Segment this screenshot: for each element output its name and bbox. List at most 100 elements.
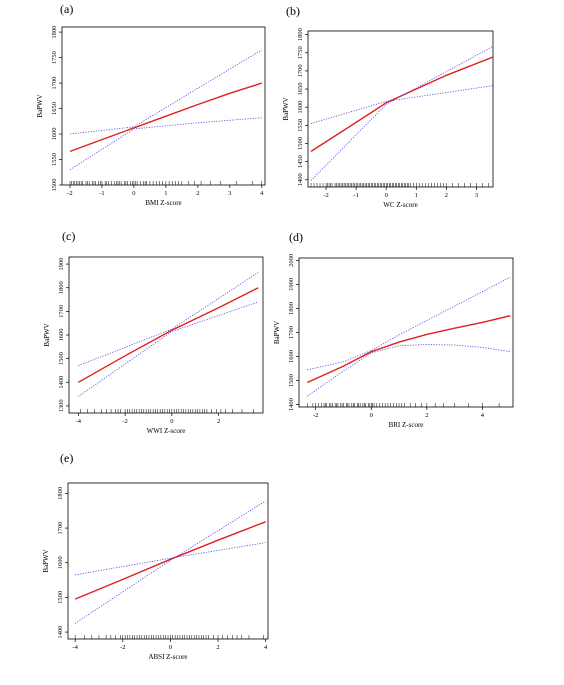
panel-label: (d)	[289, 230, 303, 244]
ci-upper-line	[78, 272, 259, 367]
y-tick-label: 1700	[58, 305, 65, 318]
y-tick-label: 1500	[57, 591, 64, 604]
ci-upper-line	[69, 49, 263, 135]
fit-line	[77, 287, 259, 383]
panel-label: (e)	[60, 451, 73, 465]
fit-line	[307, 315, 511, 384]
x-tick-label: -4	[76, 418, 82, 425]
x-tick-label: -4	[72, 644, 78, 651]
y-tick-label: 1550	[297, 119, 304, 132]
x-axis-title: BRI Z-score	[389, 421, 424, 429]
y-tick-label: 1600	[57, 556, 64, 569]
y-tick-label: 1800	[288, 302, 295, 315]
x-tick-label: -1	[99, 190, 104, 197]
ci-lower-line	[74, 500, 266, 624]
x-tick-label: 0	[385, 192, 388, 199]
x-tick-label: 0	[170, 418, 173, 425]
y-axis-title: BaPWV	[43, 323, 51, 346]
x-tick-label: -1	[353, 192, 358, 199]
x-tick-label: 3	[228, 190, 231, 197]
panel-2: (b) -2 -1 0 1 2 3 1400 1450 1500 1550 1600 1650 1700 1…	[282, 4, 494, 209]
x-tick-label: 1	[164, 190, 167, 197]
plot-frame	[298, 257, 514, 408]
y-tick-label: 1500	[51, 179, 58, 192]
y-tick-label: 1700	[57, 522, 64, 535]
y-tick-label: 1800	[297, 28, 304, 41]
y-tick-label: 1600	[51, 128, 58, 141]
y-tick-label: 1550	[51, 153, 58, 166]
x-tick-label: 4	[260, 190, 264, 197]
plot-frame	[307, 30, 494, 188]
x-tick-label: 3	[475, 192, 478, 199]
ci-upper-line	[310, 85, 493, 124]
fit-line	[69, 82, 263, 153]
y-tick-label: 2000	[288, 254, 295, 267]
panel-3: (c) -4 -2 0 2 1300 1400 1500 1600 1700 1800 1900 WWI…	[43, 229, 264, 435]
panel-label: (a)	[60, 2, 73, 16]
x-tick-label: 1	[415, 192, 418, 199]
panel-4: (d) -2 0 2 4 1400 1500 1600 1700 1800 1900 2000 BRI …	[273, 230, 514, 429]
y-axis-title: BaPWV	[36, 94, 44, 117]
x-tick-label: 4	[264, 644, 268, 651]
y-tick-label: 1600	[58, 329, 65, 342]
y-tick-label: 1800	[57, 487, 64, 500]
ci-upper-line	[307, 276, 511, 371]
y-tick-label: 1450	[297, 155, 304, 168]
y-tick-label: 1500	[58, 352, 65, 365]
x-tick-label: 0	[132, 190, 135, 197]
y-tick-label: 1500	[288, 374, 295, 387]
ci-lower-line	[310, 45, 493, 181]
ci-lower-line	[78, 301, 259, 397]
ci-lower-line	[307, 344, 511, 397]
x-tick-label: -2	[120, 644, 125, 651]
panel-label: (c)	[62, 229, 75, 243]
y-tick-label: 1400	[297, 173, 304, 186]
x-axis-title: ABSI Z-score	[148, 653, 187, 661]
x-axis-title: WC Z-score	[383, 201, 417, 209]
y-tick-label: 1700	[51, 77, 58, 90]
ci-lower-line	[69, 117, 262, 171]
x-tick-label: 0	[370, 412, 373, 419]
panel-1: (a) -2 -1 0 1 2 3 4 1500 1550 1600 1650 1700 1750 1800…	[36, 2, 266, 207]
x-tick-label: 2	[445, 192, 448, 199]
y-tick-label: 1800	[58, 281, 65, 294]
x-tick-label: -2	[313, 412, 318, 419]
y-tick-label: 1600	[288, 350, 295, 363]
y-tick-label: 1400	[57, 626, 64, 639]
y-axis-title: BaPWV	[42, 549, 50, 572]
y-tick-label: 1700	[297, 64, 304, 77]
y-axis-title: BaPWV	[282, 97, 290, 120]
ci-upper-line	[75, 542, 266, 576]
x-axis-title: WWI Z-score	[147, 427, 186, 435]
y-tick-label: 1650	[51, 102, 58, 115]
x-tick-label: -2	[122, 418, 127, 425]
x-axis-title: BMI Z-score	[145, 199, 181, 207]
y-tick-label: 1400	[58, 376, 65, 389]
y-tick-label: 1300	[58, 399, 65, 412]
x-tick-label: -2	[323, 192, 328, 199]
x-tick-label: 2	[196, 190, 199, 197]
plot-frame	[68, 256, 264, 414]
x-tick-label: 2	[425, 412, 428, 419]
y-tick-label: 1750	[297, 46, 304, 59]
x-tick-label: 2	[217, 418, 220, 425]
x-tick-label: -2	[67, 190, 72, 197]
y-tick-label: 1600	[297, 101, 304, 114]
fit-line	[74, 521, 266, 600]
y-tick-label: 1900	[58, 258, 65, 271]
x-tick-label: 2	[216, 644, 219, 651]
y-tick-label: 1500	[297, 137, 304, 150]
y-tick-label: 1800	[51, 26, 58, 39]
y-tick-label: 1900	[288, 278, 295, 291]
plot-frame	[61, 26, 266, 186]
y-tick-label: 1700	[288, 326, 295, 339]
y-tick-label: 1650	[297, 83, 304, 96]
panel-5: (e) -4 -2 0 2 4 1400 1500 1600 1700 1800 ABSI Z-sco…	[42, 451, 269, 661]
y-axis-title: BaPWV	[273, 321, 281, 344]
panel-label: (b)	[286, 4, 300, 18]
y-tick-label: 1750	[51, 51, 58, 64]
fit-line	[310, 56, 493, 152]
x-tick-label: 4	[481, 412, 485, 419]
y-tick-label: 1400	[288, 398, 295, 411]
